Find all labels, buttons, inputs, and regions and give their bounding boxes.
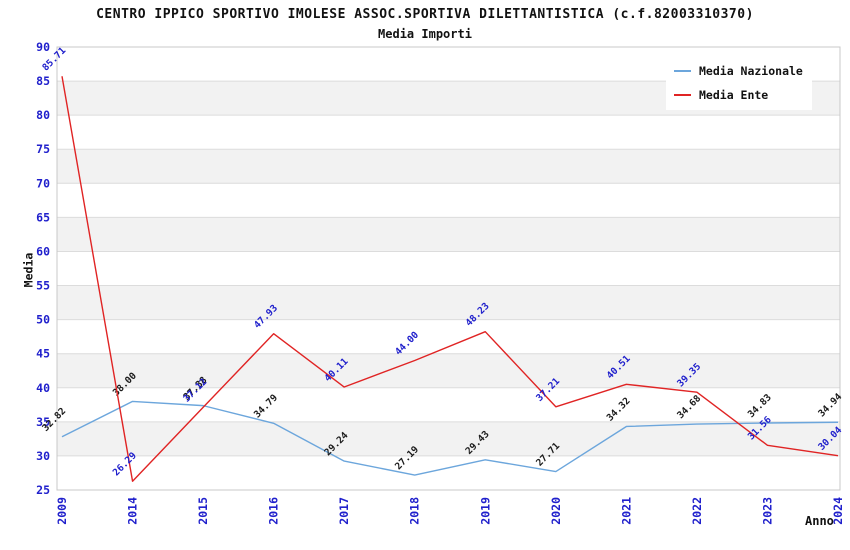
plot-band	[57, 217, 840, 252]
legend-item-media-nazionale: Media Nazionale	[674, 64, 804, 78]
x-tick-label: 2019	[478, 497, 492, 525]
legend: Media Nazionale Media Ente	[666, 56, 812, 110]
legend-label-media-nazionale: Media Nazionale	[699, 64, 803, 78]
y-tick-label: 45	[36, 347, 50, 361]
x-tick-label: 2018	[408, 497, 422, 525]
chart-subtitle: Media Importi	[378, 27, 472, 41]
plot-band	[57, 149, 840, 184]
media-nazionale-line	[61, 400, 839, 476]
media-ente-line-swatch	[674, 94, 691, 96]
x-tick-label: 2022	[690, 497, 704, 525]
plot-band	[57, 285, 840, 320]
chart-title: CENTRO IPPICO SPORTIVO IMOLESE ASSOC.SPO…	[96, 7, 754, 22]
data-label: 34.83	[746, 392, 774, 420]
y-tick-label: 85	[36, 74, 50, 88]
x-tick-label: 2021	[619, 497, 633, 525]
x-tick-label: 2023	[760, 497, 774, 525]
x-tick-label: 2009	[55, 497, 69, 525]
y-tick-label: 55	[36, 279, 50, 293]
y-tick-label: 50	[36, 313, 50, 327]
y-tick-label: 90	[36, 40, 50, 54]
y-tick-label: 35	[36, 415, 50, 429]
plot-band	[57, 421, 840, 456]
data-label: 34.79	[252, 392, 280, 420]
legend-item-media-ente: Media Ente	[674, 88, 804, 102]
media-nazionale-line-swatch	[674, 70, 691, 72]
y-tick-label: 60	[36, 244, 50, 258]
y-tick-label: 25	[36, 483, 50, 497]
x-tick-label: 2024	[831, 497, 845, 525]
data-label: 34.68	[675, 393, 703, 421]
plot-border	[56, 46, 841, 491]
y-tick-label: 30	[36, 449, 50, 463]
x-tick-label: 2017	[337, 497, 351, 525]
data-label: 34.32	[605, 396, 633, 424]
x-tick-label: 2020	[549, 497, 563, 525]
legend-label-media-ente: Media Ente	[699, 88, 769, 102]
y-tick-label: 80	[36, 108, 50, 122]
y-tick-label: 75	[36, 142, 50, 156]
y-tick-label: 70	[36, 176, 50, 190]
x-tick-label: 2016	[267, 497, 281, 525]
y-tick-label: 65	[36, 210, 50, 224]
y-tick-label: 40	[36, 381, 50, 395]
x-tick-label: 2015	[196, 497, 210, 525]
x-tick-label: 2014	[126, 497, 140, 525]
y-axis-title: Media	[21, 252, 36, 288]
x-axis-title: Anno	[805, 514, 834, 528]
plot-band	[57, 353, 840, 388]
media-ente-line	[61, 76, 839, 482]
